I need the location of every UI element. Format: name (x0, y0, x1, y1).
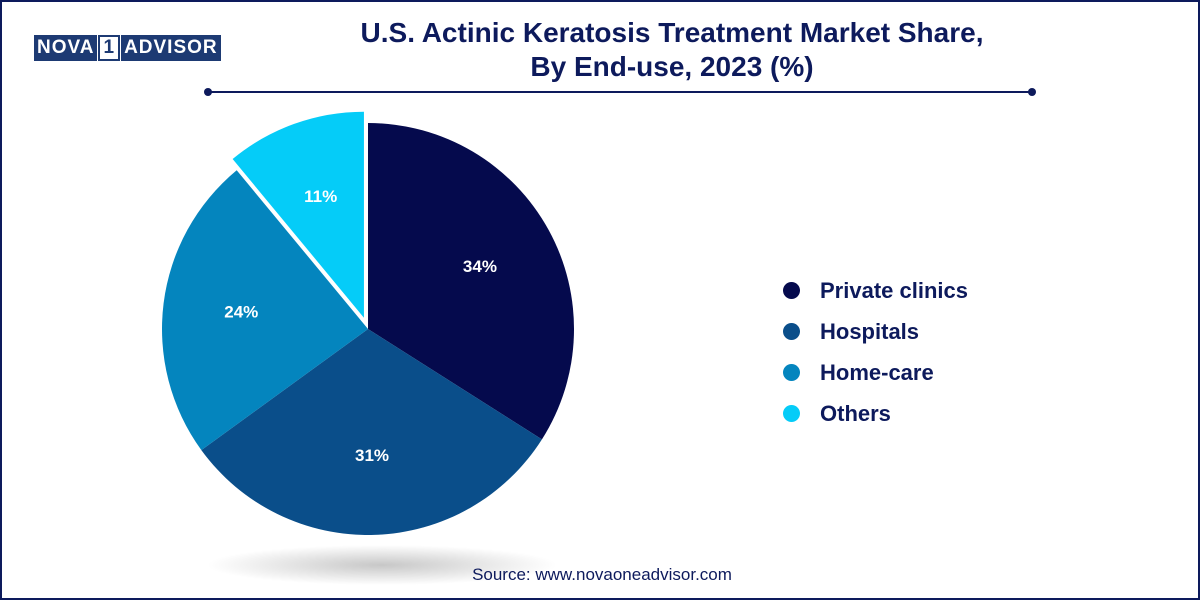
slice-label-home-care: 24% (224, 302, 258, 321)
chart-title-line-1: U.S. Actinic Keratosis Treatment Market … (360, 17, 984, 48)
legend-item-private-clinics: Private clinics (783, 270, 968, 311)
chart-legend: Private clinics Hospitals Home-care Othe… (783, 270, 968, 434)
legend-swatch-home-care (783, 364, 800, 381)
chart-title: U.S. Actinic Keratosis Treatment Market … (292, 16, 1052, 84)
logo-text-left: NOVA (34, 35, 98, 61)
slice-label-hospitals: 31% (355, 446, 389, 465)
pie-slice-hospitals (201, 329, 542, 535)
legend-label-hospitals: Hospitals (820, 318, 920, 344)
logo-text-right: ADVISOR (121, 35, 221, 61)
legend-label-private-clinics: Private clinics (820, 277, 968, 303)
legend-swatch-private-clinics (783, 282, 800, 299)
pie-chart: 34% 31% 24% 11% (162, 111, 574, 585)
chart-title-line-2: By End-use, 2023 (%) (530, 51, 814, 82)
legend-label-others: Others (820, 400, 891, 426)
logo-text-middle: 1 (98, 35, 121, 61)
legend-swatch-hospitals (783, 323, 800, 340)
pie-slice-others (232, 111, 364, 318)
pie-shadow (207, 545, 557, 585)
pie-slice-home-care (162, 170, 368, 451)
pie-slice-private-clinics (368, 123, 574, 440)
legend-item-hospitals: Hospitals (783, 311, 968, 352)
legend-item-home-care: Home-care (783, 352, 968, 393)
divider-dot-right (1028, 88, 1036, 96)
legend-label-home-care: Home-care (820, 359, 934, 385)
slice-label-others: 11% (304, 187, 337, 206)
title-divider (207, 91, 1033, 93)
brand-logo: NOVA 1 ADVISOR (34, 35, 221, 61)
legend-swatch-others (783, 405, 800, 422)
legend-item-others: Others (783, 393, 968, 434)
divider-dot-left (204, 88, 212, 96)
slice-label-private-clinics: 34% (463, 257, 497, 276)
source-note: Source: www.novaoneadvisor.com (472, 565, 732, 584)
